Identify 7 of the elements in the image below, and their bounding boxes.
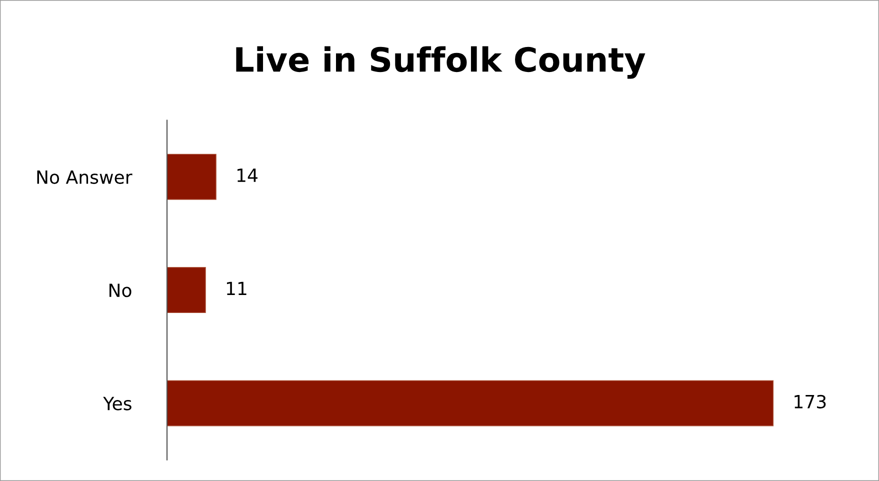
data-label: 14: [237, 168, 258, 182]
y-tick-label: No: [110, 284, 132, 298]
y-tick-label: No Answer: [37, 170, 132, 184]
chart-title: Live in Suffolk County: [236, 46, 646, 79]
y-tick-label: Yes: [103, 396, 132, 410]
data-label: 11: [226, 282, 246, 296]
data-label: 173: [794, 394, 826, 408]
